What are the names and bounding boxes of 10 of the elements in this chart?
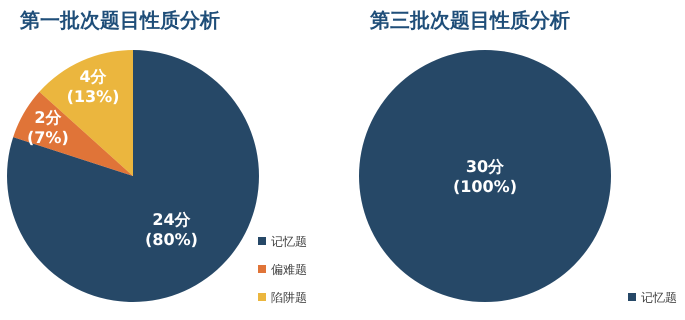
- legend-label: 偏难题: [271, 262, 307, 276]
- legend-label: 记忆题: [641, 290, 677, 304]
- data-label: 2分 (7%): [26, 108, 69, 147]
- data-label: 30分 (100%): [452, 157, 518, 196]
- legend-label: 陷阱题: [271, 290, 307, 304]
- chart-title: 第一批次题目性质分析: [19, 8, 220, 32]
- data-label: 24分 (80%): [145, 210, 198, 250]
- data-label: 4分 (13%): [66, 67, 120, 106]
- chart-title: 第三批次题目性质分析: [369, 8, 570, 32]
- legend-label: 记忆题: [271, 234, 307, 248]
